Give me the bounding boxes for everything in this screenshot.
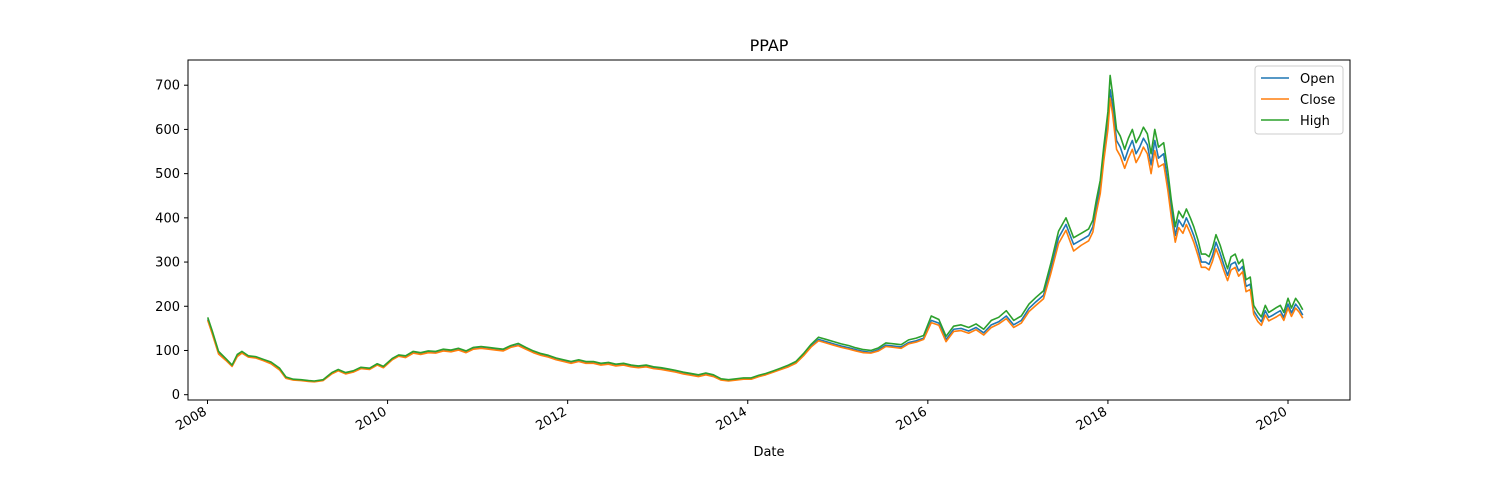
y-tick-label: 700 <box>155 79 180 94</box>
y-tick-label: 200 <box>155 300 180 315</box>
legend: Open Close High <box>1254 65 1344 135</box>
legend-label-close: Close <box>1300 93 1335 108</box>
y-tick-label: 300 <box>155 256 180 271</box>
x-axis-title: Date <box>753 445 784 460</box>
series-line-close <box>206 97 1304 383</box>
y-tick-label: 400 <box>155 211 180 226</box>
legend-box <box>1254 65 1344 135</box>
y-tick-label: 600 <box>155 123 180 138</box>
series-line-high <box>206 74 1304 382</box>
y-tick-label: 500 <box>155 167 180 182</box>
y-axis: 0 100 200 300 400 500 600 700 <box>155 79 188 403</box>
y-tick-label: 0 <box>172 388 180 403</box>
legend-label-high: High <box>1300 114 1330 129</box>
legend-label-open: Open <box>1300 72 1335 87</box>
series-lines <box>206 74 1304 383</box>
y-tick-label: 100 <box>155 344 180 359</box>
plot-area <box>187 59 1351 401</box>
plot-frame <box>187 59 1351 401</box>
chart-title: PPAP <box>750 36 789 55</box>
